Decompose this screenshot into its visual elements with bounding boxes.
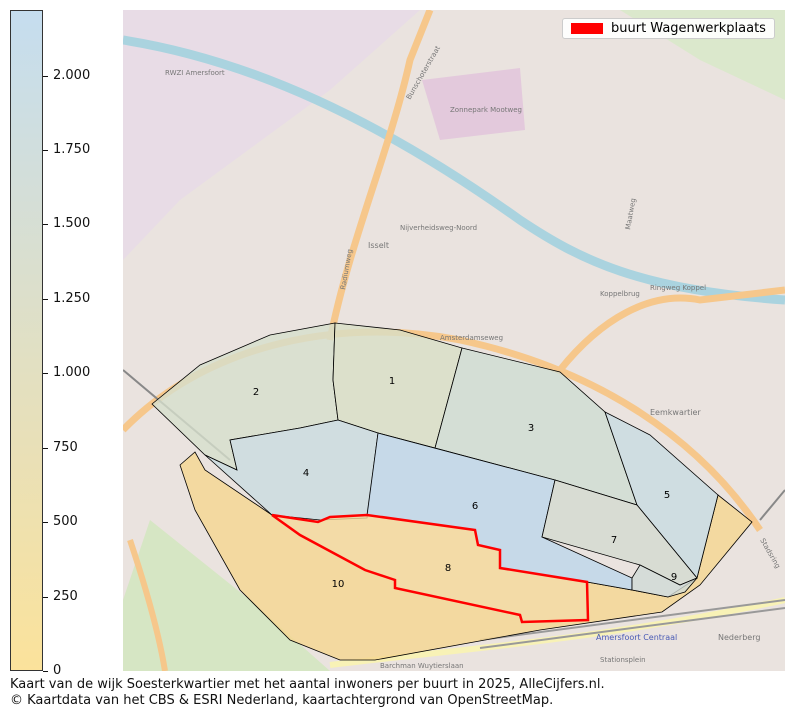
map-label: Amersfoort Centraal xyxy=(596,633,677,642)
legend: buurt Wagenwerkplaats xyxy=(562,18,775,39)
colorbar-tick: 1.750 xyxy=(43,142,90,157)
colorbar xyxy=(10,10,43,671)
industrial-area xyxy=(123,10,420,260)
map-label: Eemkwartier xyxy=(650,408,701,417)
map[interactable]: 1 2 3 4 5 6 7 8 9 10 RWZI Amersfoort Zon… xyxy=(123,10,785,671)
region-label-3: 3 xyxy=(528,423,534,434)
colorbar-tick: 2.000 xyxy=(43,68,90,83)
region-label-7: 7 xyxy=(611,535,617,546)
region-label-10: 10 xyxy=(332,579,345,590)
road-radiumweg xyxy=(326,10,434,341)
map-label: Zonnepark Mootweg xyxy=(450,106,522,114)
region-label-2: 2 xyxy=(253,387,259,398)
railway xyxy=(479,599,785,649)
colorbar-tick: 500 xyxy=(43,514,78,529)
map-label: Ringweg Koppel xyxy=(650,284,706,292)
map-label: Amsterdamseweg xyxy=(440,334,503,342)
region-label-1: 1 xyxy=(389,376,395,387)
region-label-9: 9 xyxy=(671,572,677,583)
canal xyxy=(123,35,785,305)
colorbar-tick: 1.250 xyxy=(43,291,90,306)
map-label: Nederberg xyxy=(718,633,760,642)
caption-title: Kaart van de wijk Soesterkwartier met he… xyxy=(10,677,605,692)
park-area xyxy=(123,520,330,671)
colorbar-tick: 1.000 xyxy=(43,365,90,380)
region-label-5: 5 xyxy=(664,490,670,501)
colorbar-tick: 1.500 xyxy=(43,216,90,231)
highlight-wagenwerkplaats xyxy=(271,513,590,624)
region-label-4: 4 xyxy=(303,468,309,479)
region-label-8: 8 xyxy=(445,563,451,574)
colorbar-tick: 0 xyxy=(43,663,61,678)
region-5[interactable] xyxy=(604,411,719,579)
caption-credits: © Kaartdata van het CBS & ESRI Nederland… xyxy=(10,693,554,708)
map-label: Koppelbrug xyxy=(600,290,640,298)
map-label: Stationsplein xyxy=(600,656,646,664)
map-label: Nijverheidsweg-Noord xyxy=(400,224,477,232)
map-label: Barchman Wuytierslaan xyxy=(380,662,464,670)
region-label-6: 6 xyxy=(472,501,478,512)
solar-park xyxy=(422,68,525,140)
colorbar-tick: 750 xyxy=(43,440,78,455)
road-ringweg xyxy=(557,286,785,373)
colorbar-tick: 250 xyxy=(43,589,78,604)
road-barchman xyxy=(127,539,168,671)
region-9[interactable] xyxy=(631,564,698,598)
map-label: RWZI Amersfoort xyxy=(165,69,225,77)
legend-swatch xyxy=(571,23,603,34)
legend-label: buurt Wagenwerkplaats xyxy=(611,21,766,36)
map-label: Isselt xyxy=(368,241,389,250)
